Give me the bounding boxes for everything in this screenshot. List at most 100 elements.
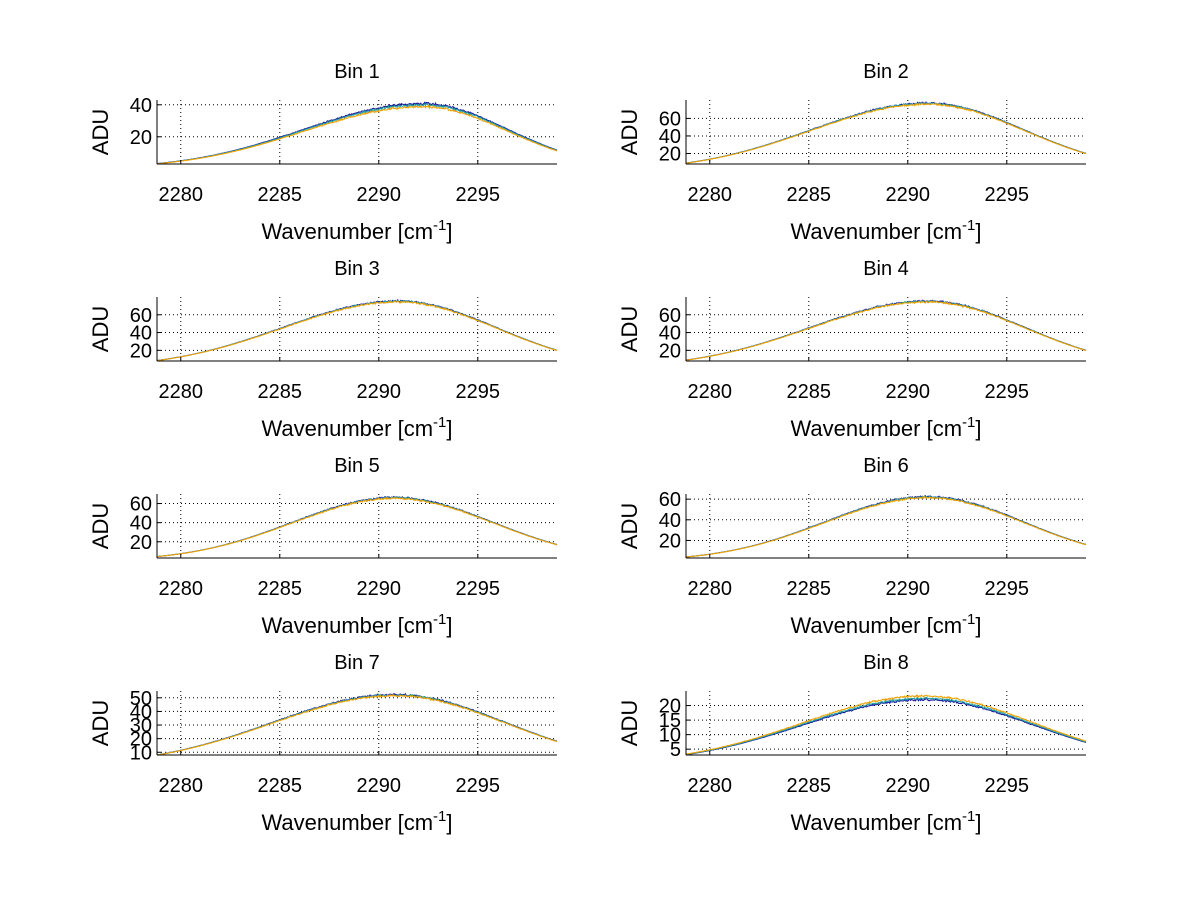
panel-title: Bin 2 <box>863 61 909 83</box>
x-tick-label: 2295 <box>985 184 1030 206</box>
y-tick-label: 20 <box>130 340 152 362</box>
panel-bin-1: Bin 1 2280 2285 2290 2295 20 40 Wavenumber [cm-… <box>88 61 558 244</box>
panel-title: Bin 7 <box>334 652 380 674</box>
y-tick-label: 60 <box>130 494 152 516</box>
x-tick-label: 2280 <box>159 381 204 403</box>
y-tick-label: 40 <box>130 323 152 345</box>
x-tick-label: 2290 <box>357 381 402 403</box>
x-axis-label: Wavenumber [cm-1] <box>261 217 452 244</box>
x-axis-label-sup: -1 <box>433 414 446 431</box>
x-axis-label-text: Wavenumber [cm <box>790 416 962 441</box>
x-axis-label: Wavenumber [cm-1] <box>790 414 981 441</box>
y-axis-label: ADU <box>88 503 113 549</box>
y-tick-label: 20 <box>659 530 681 552</box>
panel-title: Bin 5 <box>334 455 380 477</box>
x-axis-label-end: ] <box>446 613 452 638</box>
y-tick-label: 60 <box>130 305 152 327</box>
y-tick-label: 50 <box>130 688 152 710</box>
series-line-3 <box>157 104 558 165</box>
x-axis-label-end: ] <box>975 810 981 835</box>
x-axis-label-sup: -1 <box>433 217 446 234</box>
x-axis-label: Wavenumber [cm-1] <box>261 808 452 835</box>
x-tick-label: 2285 <box>787 578 832 600</box>
y-tick-label: 40 <box>130 513 152 535</box>
x-axis-label-sup: -1 <box>962 217 975 234</box>
series-line-3 <box>685 496 1087 558</box>
x-tick-label: 2280 <box>688 381 733 403</box>
series-line-3 <box>156 496 558 558</box>
x-axis-label: Wavenumber [cm-1] <box>261 611 452 638</box>
x-tick-label: 2280 <box>159 578 204 600</box>
y-tick-label: 60 <box>659 305 681 327</box>
series-line-3 <box>156 300 558 362</box>
x-axis-label-end: ] <box>446 810 452 835</box>
x-axis-label-sup: -1 <box>962 414 975 431</box>
y-axis-label: ADU <box>617 109 642 155</box>
series-line-1 <box>156 692 558 756</box>
x-axis-label-sup: -1 <box>962 808 975 825</box>
y-axis-label: ADU <box>88 700 113 746</box>
x-tick-label: 2290 <box>357 184 402 206</box>
x-tick-label: 2285 <box>787 775 832 797</box>
x-tick-label: 2285 <box>258 184 303 206</box>
x-tick-label: 2290 <box>886 381 931 403</box>
y-tick-label: 20 <box>130 729 152 751</box>
x-tick-label: 2285 <box>787 381 832 403</box>
series-line-1 <box>156 298 558 362</box>
y-tick-label: 40 <box>659 126 681 148</box>
y-axis-label: ADU <box>617 503 642 549</box>
panel-title: Bin 8 <box>863 652 909 674</box>
x-axis-label-end: ] <box>446 219 452 244</box>
y-tick-label: 20 <box>130 532 152 554</box>
x-tick-label: 2280 <box>688 184 733 206</box>
y-tick-label: 10 <box>659 725 681 747</box>
y-tick-label: 40 <box>130 701 152 723</box>
x-axis-label-text: Wavenumber [cm <box>261 416 433 441</box>
x-axis-label-text: Wavenumber [cm <box>790 810 962 835</box>
y-tick-label: 20 <box>659 143 681 165</box>
x-tick-label: 2295 <box>985 578 1030 600</box>
series-line-2 <box>156 496 558 558</box>
x-axis-label: Wavenumber [cm-1] <box>790 611 981 638</box>
x-axis-label-end: ] <box>975 613 981 638</box>
series-line-1 <box>157 495 558 558</box>
panel-title: Bin 4 <box>863 258 909 280</box>
series-line-1 <box>685 299 1087 361</box>
panel-title: Bin 1 <box>334 61 380 83</box>
x-axis-label-sup: -1 <box>962 611 975 628</box>
panel-title: Bin 3 <box>334 258 380 280</box>
x-axis-label-text: Wavenumber [cm <box>261 810 433 835</box>
y-tick-label: 30 <box>130 715 152 737</box>
series-line-2 <box>685 299 1087 361</box>
x-axis-label: Wavenumber [cm-1] <box>261 414 452 441</box>
x-axis-label-end: ] <box>446 416 452 441</box>
x-tick-label: 2280 <box>159 184 204 206</box>
x-tick-label: 2290 <box>886 775 931 797</box>
x-axis-label-end: ] <box>975 416 981 441</box>
x-axis-label-text: Wavenumber [cm <box>790 613 962 638</box>
x-tick-label: 2290 <box>357 578 402 600</box>
x-axis-label-text: Wavenumber [cm <box>261 219 433 244</box>
y-tick-label: 20 <box>659 340 681 362</box>
y-tick-label: 60 <box>659 489 681 511</box>
y-tick-label: 15 <box>659 710 681 732</box>
y-axis-label: ADU <box>617 700 642 746</box>
x-tick-label: 2280 <box>159 775 204 797</box>
x-tick-label: 2285 <box>787 184 832 206</box>
series-line-2 <box>156 299 558 362</box>
x-tick-label: 2285 <box>258 775 303 797</box>
x-tick-label: 2295 <box>456 184 501 206</box>
y-tick-label: 20 <box>659 696 681 718</box>
x-tick-label: 2280 <box>688 578 733 600</box>
series-line-2 <box>685 696 1087 755</box>
x-tick-label: 2280 <box>688 775 733 797</box>
series-line-3 <box>156 693 558 756</box>
x-axis-label: Wavenumber [cm-1] <box>790 808 981 835</box>
series-line-3 <box>685 300 1087 361</box>
